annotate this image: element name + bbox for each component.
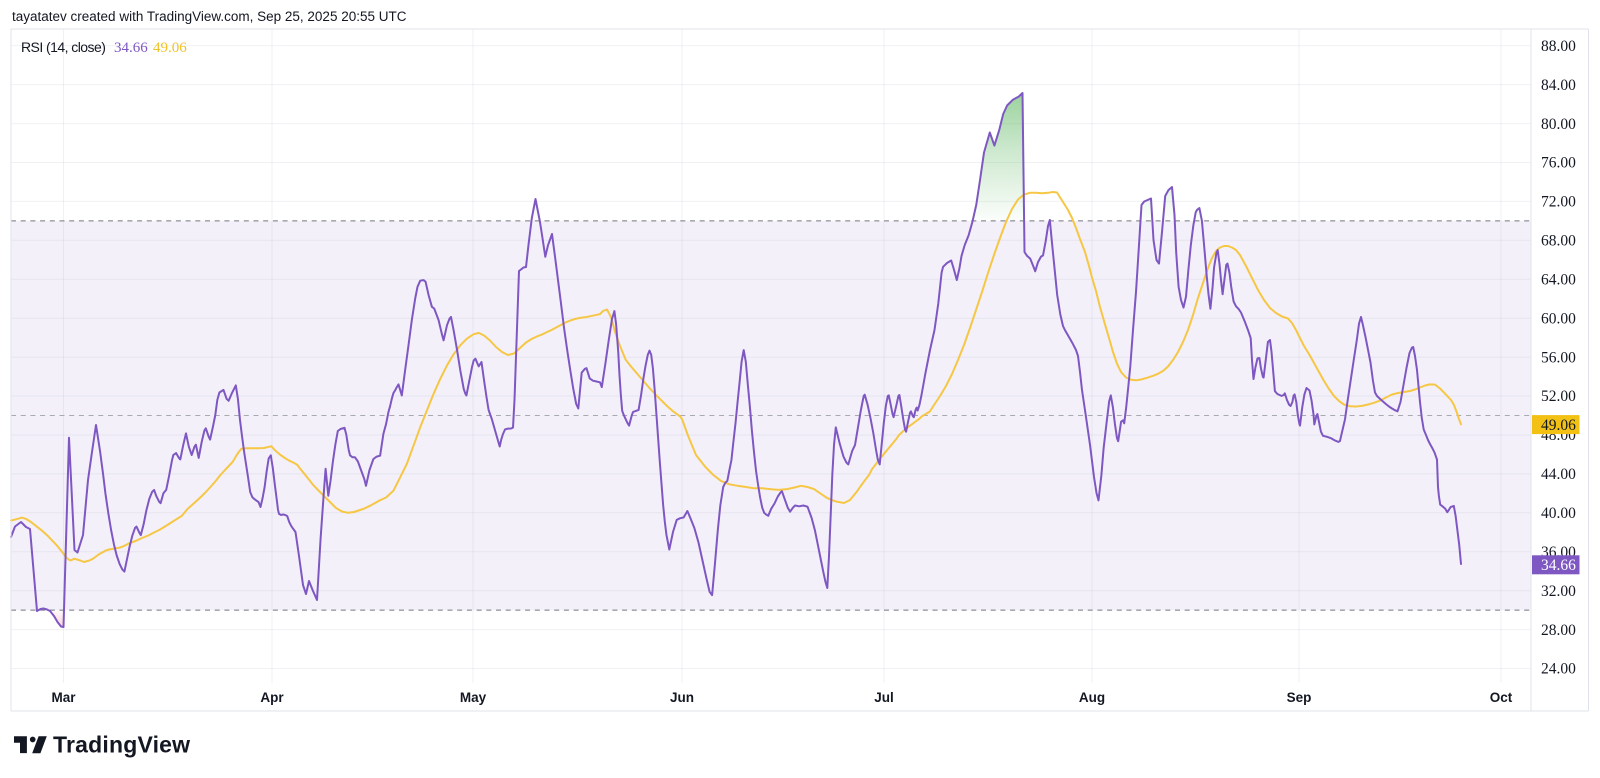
svg-text:24.00: 24.00 bbox=[1541, 661, 1576, 678]
svg-text:TradingView: TradingView bbox=[53, 732, 190, 758]
svg-text:Mar: Mar bbox=[51, 690, 76, 705]
svg-text:84.00: 84.00 bbox=[1541, 77, 1576, 94]
svg-text:34.66: 34.66 bbox=[1541, 557, 1576, 574]
svg-text:72.00: 72.00 bbox=[1541, 194, 1576, 211]
svg-text:68.00: 68.00 bbox=[1541, 233, 1576, 250]
svg-text:60.00: 60.00 bbox=[1541, 310, 1576, 327]
svg-text:Oct: Oct bbox=[1490, 690, 1513, 705]
svg-text:32.00: 32.00 bbox=[1541, 583, 1576, 600]
svg-text:Apr: Apr bbox=[260, 690, 284, 705]
svg-text:76.00: 76.00 bbox=[1541, 155, 1576, 172]
svg-text:28.00: 28.00 bbox=[1541, 622, 1576, 639]
svg-text:Aug: Aug bbox=[1079, 690, 1105, 705]
svg-text:56.00: 56.00 bbox=[1541, 349, 1576, 366]
svg-text:34.66: 34.66 bbox=[114, 40, 148, 56]
svg-text:52.00: 52.00 bbox=[1541, 388, 1576, 405]
svg-text:88.00: 88.00 bbox=[1541, 38, 1576, 55]
svg-text:49.06: 49.06 bbox=[1541, 417, 1576, 434]
svg-text:May: May bbox=[460, 690, 487, 705]
svg-text:Jun: Jun bbox=[670, 690, 694, 705]
svg-text:tayatatev created with Trading: tayatatev created with TradingView.com, … bbox=[12, 9, 407, 24]
svg-text:Sep: Sep bbox=[1287, 690, 1312, 705]
svg-text:Jul: Jul bbox=[874, 690, 894, 705]
svg-text:80.00: 80.00 bbox=[1541, 116, 1576, 133]
svg-text:44.00: 44.00 bbox=[1541, 466, 1576, 483]
svg-text:64.00: 64.00 bbox=[1541, 272, 1576, 289]
svg-text:40.00: 40.00 bbox=[1541, 505, 1576, 522]
svg-text:RSI (14, close): RSI (14, close) bbox=[21, 39, 105, 55]
svg-text:49.06: 49.06 bbox=[153, 40, 187, 56]
